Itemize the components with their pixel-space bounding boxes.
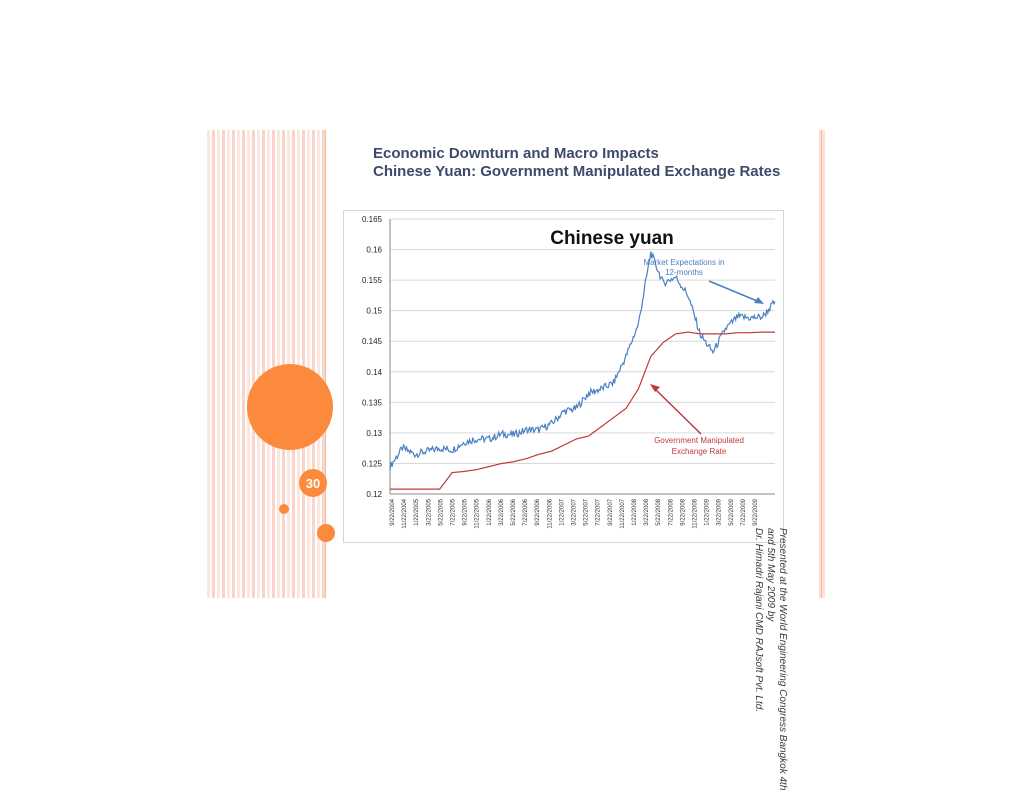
y-tick-label: 0.165 [362, 215, 383, 224]
x-tick-label: 5/22/2006 [511, 498, 517, 525]
annotation-arrowhead-market [754, 297, 764, 304]
y-tick-label: 0.135 [362, 398, 383, 407]
x-tick-label: 3/22/2009 [717, 498, 723, 525]
presenter-note: Presented at the World Engineering Congr… [752, 528, 788, 790]
presenter-note-line-3: Dr. Himadri Rajani CMD RAJsoft Pvt. Ltd. [753, 528, 764, 713]
chart-container: 0.12 0.125 0.13 0.135 0.14 0.145 0.15 0.155 0.16… [343, 210, 784, 543]
x-tick-label: 9/22/2006 [535, 498, 541, 525]
x-tick-label: 9/22/2004 [390, 498, 396, 525]
annotation-arrow-government [653, 387, 702, 435]
x-tick-label: 11/22/2007 [620, 498, 626, 528]
x-tick-label: 1/22/2007 [559, 498, 565, 525]
x-tick-label: 1/22/2005 [414, 498, 420, 525]
x-tick-label: 9/22/2008 [680, 498, 686, 525]
annotation-arrowhead-government [650, 384, 660, 392]
series-line-government-rate [390, 331, 775, 490]
x-tick-label: 1/22/2009 [705, 498, 711, 525]
x-tick-label: 5/22/2007 [584, 498, 590, 525]
divider-line-right [821, 130, 822, 598]
x-tick-label: 11/22/2006 [547, 498, 553, 528]
slide-number: 30 [305, 476, 321, 491]
decorative-stripes [207, 130, 325, 598]
decorative-stripes-right [819, 130, 825, 598]
x-tick-label: 7/22/2009 [741, 498, 747, 525]
annotation-market-line-2: 12-months [665, 268, 703, 277]
chart-title: Chinese yuan [550, 228, 674, 249]
annotation-arrow-market [708, 280, 763, 304]
divider-line-left [325, 130, 326, 598]
x-tick-label: 7/22/2008 [668, 498, 674, 525]
x-tick-label: 7/22/2007 [596, 498, 602, 525]
annotation-government-line-1: Government Manipulated [654, 436, 744, 445]
y-tick-label: 0.16 [366, 246, 382, 255]
x-tick-label: 5/22/2008 [656, 498, 662, 525]
x-tick-label: 9/22/2009 [753, 498, 759, 525]
x-tick-label: 3/22/2005 [426, 498, 432, 525]
title-line-2: Chinese Yuan: Government Manipulated Exc… [373, 163, 781, 180]
x-tick-label: 7/22/2006 [523, 498, 529, 525]
y-tick-label: 0.13 [366, 429, 382, 438]
y-tick-label: 0.14 [366, 368, 382, 377]
x-tick-label: 5/22/2005 [438, 498, 444, 525]
decorative-medium-circle [317, 524, 335, 542]
yuan-chart: 0.12 0.125 0.13 0.135 0.14 0.145 0.15 0.155 0.16… [362, 215, 776, 529]
x-tick-label: 3/22/2007 [572, 498, 578, 525]
x-tick-label: 3/22/2006 [499, 498, 505, 525]
x-tick-label: 7/22/2005 [451, 498, 457, 525]
y-tick-label: 0.145 [362, 337, 383, 346]
presenter-note-line-2: and 5th May 2009 by [765, 528, 776, 622]
series-line-market-expectations [389, 251, 776, 471]
x-tick-label: 11/22/2008 [693, 498, 699, 528]
x-tick-label: 1/22/2006 [487, 498, 493, 525]
x-tick-label: 11/22/2005 [475, 498, 481, 528]
decorative-small-circle [279, 504, 289, 514]
x-tick-label: 3/22/2008 [644, 498, 650, 525]
decorative-large-circle [247, 364, 333, 450]
slide-title: Economic Downturn and Macro Impacts Chin… [373, 145, 780, 181]
y-tick-label: 0.155 [362, 276, 383, 285]
y-tick-label: 0.12 [366, 490, 382, 499]
x-tick-label: 9/22/2007 [608, 498, 614, 525]
y-tick-label: 0.125 [362, 459, 383, 468]
y-tick-label: 0.15 [366, 307, 382, 316]
x-tick-label: 9/22/2005 [463, 498, 469, 525]
annotation-government-line-2: Exchange Rate [672, 447, 727, 456]
x-tick-label: 1/22/2008 [632, 498, 638, 525]
x-tick-label: 11/22/2004 [402, 498, 408, 528]
annotation-market-line-1: Market Expectations in [644, 258, 725, 267]
slide-number-circle [299, 469, 327, 497]
x-tick-label: 5/22/2009 [729, 498, 735, 525]
title-line-1: Economic Downturn and Macro Impacts [373, 145, 659, 162]
presenter-note-line-1: Presented at the World Engineering Congr… [777, 528, 788, 790]
